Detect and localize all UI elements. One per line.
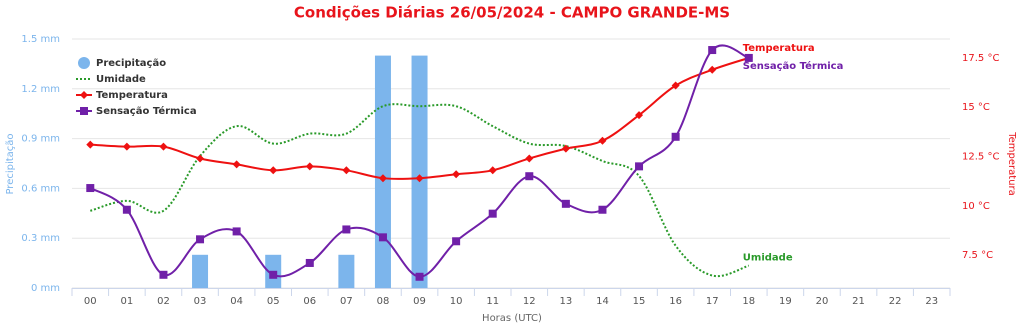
chart-title: Condições Diárias 26/05/2024 - CAMPO GRA… [294,4,730,22]
x-tick-label: 22 [889,296,902,307]
y-tick-label: 0.6 mm [21,183,60,194]
point-marker [415,272,424,281]
y-axis-title: Precipitação [5,133,16,194]
point-marker [269,166,278,175]
point-marker [86,184,95,193]
bar [411,55,428,288]
point-marker [635,162,644,171]
point-marker [708,46,717,55]
x-tick-label: 10 [450,296,463,307]
point-marker [635,111,644,120]
point-marker [488,209,497,218]
point-marker [671,132,680,141]
y-tick-label: 0.3 mm [21,233,60,244]
legend-item: Sensação Térmica [76,105,197,117]
y2-tick-label: 7.5 °C [962,250,993,261]
point-marker [525,154,534,163]
point-marker [122,142,131,151]
x-tick-label: 01 [121,296,134,307]
point-marker [452,170,461,179]
y2-tick-label: 10 °C [962,201,990,212]
point-marker [232,227,241,236]
y-tick-label: 1.5 mm [21,34,60,45]
x-tick-label: 03 [194,296,207,307]
y-tick-label: 1.2 mm [21,84,60,95]
x-tick-label: 23 [925,296,938,307]
y-tick-label: 0.9 mm [21,134,60,145]
point-marker [342,225,351,234]
point-marker [378,233,387,242]
x-tick-label: 13 [560,296,573,307]
x-tick-label: 19 [779,296,792,307]
x-tick-label: 11 [486,296,499,307]
point-marker [196,235,205,244]
x-tick-label: 06 [303,296,316,307]
x-tick-label: 07 [340,296,353,307]
point-marker [269,270,278,279]
x-tick-label: 00 [84,296,97,307]
point-marker [708,65,717,74]
legend-item: Precipitação [78,57,166,69]
series-end-label: Sensação Térmica [743,60,844,72]
x-tick-label: 08 [377,296,390,307]
bar [338,254,355,288]
legend-label: Precipitação [96,58,166,69]
point-marker [561,144,570,153]
point-marker [305,162,314,171]
point-marker [488,166,497,175]
y-tick-label: 0 mm [31,283,60,294]
legend-label: Sensação Térmica [96,105,197,117]
point-marker [525,172,534,181]
point-marker [561,199,570,208]
bar [192,254,209,288]
x-tick-label: 17 [706,296,719,307]
legend-symbol [80,91,88,99]
x-tick-label: 20 [816,296,829,307]
point-marker [744,53,753,62]
point-marker [122,205,131,214]
point-marker [159,142,168,151]
series-end-label: Temperatura [743,43,815,54]
point-marker [159,270,168,279]
x-tick-label: 04 [230,296,243,307]
x-axis-title: Horas (UTC) [482,313,542,324]
point-marker [378,174,387,183]
point-marker [86,140,95,149]
bar [374,55,391,288]
point-marker [415,174,424,183]
x-tick-label: 09 [413,296,426,307]
x-tick-label: 18 [742,296,755,307]
x-tick-label: 21 [852,296,865,307]
legend-label: Umidade [96,74,146,85]
x-tick-label: 02 [157,296,170,307]
point-marker [305,258,314,267]
point-marker [671,81,680,90]
y2-tick-label: 12.5 °C [962,152,999,163]
legend: Precipitação Umidade Temperatura Sensação T… [76,57,197,117]
point-marker [232,160,241,169]
point-marker [452,237,461,246]
point-marker [598,136,607,145]
x-tick-label: 16 [669,296,682,307]
series-end-label: Umidade [743,253,793,264]
legend-item: Temperatura [76,90,168,101]
point-marker [598,205,607,214]
legend-label: Temperatura [96,90,168,101]
legend-symbol [80,107,88,115]
y2-tick-label: 15 °C [962,102,990,113]
point-marker [196,154,205,163]
y2-axis-title: Temperatura [1006,131,1017,196]
legend-item: Umidade [76,74,146,85]
legend-symbol [78,57,90,69]
x-tick-label: 14 [596,296,609,307]
y2-tick-label: 17.5 °C [962,53,999,64]
x-tick-label: 05 [267,296,280,307]
x-tick-label: 15 [633,296,646,307]
point-marker [342,166,351,175]
x-tick-label: 12 [523,296,536,307]
